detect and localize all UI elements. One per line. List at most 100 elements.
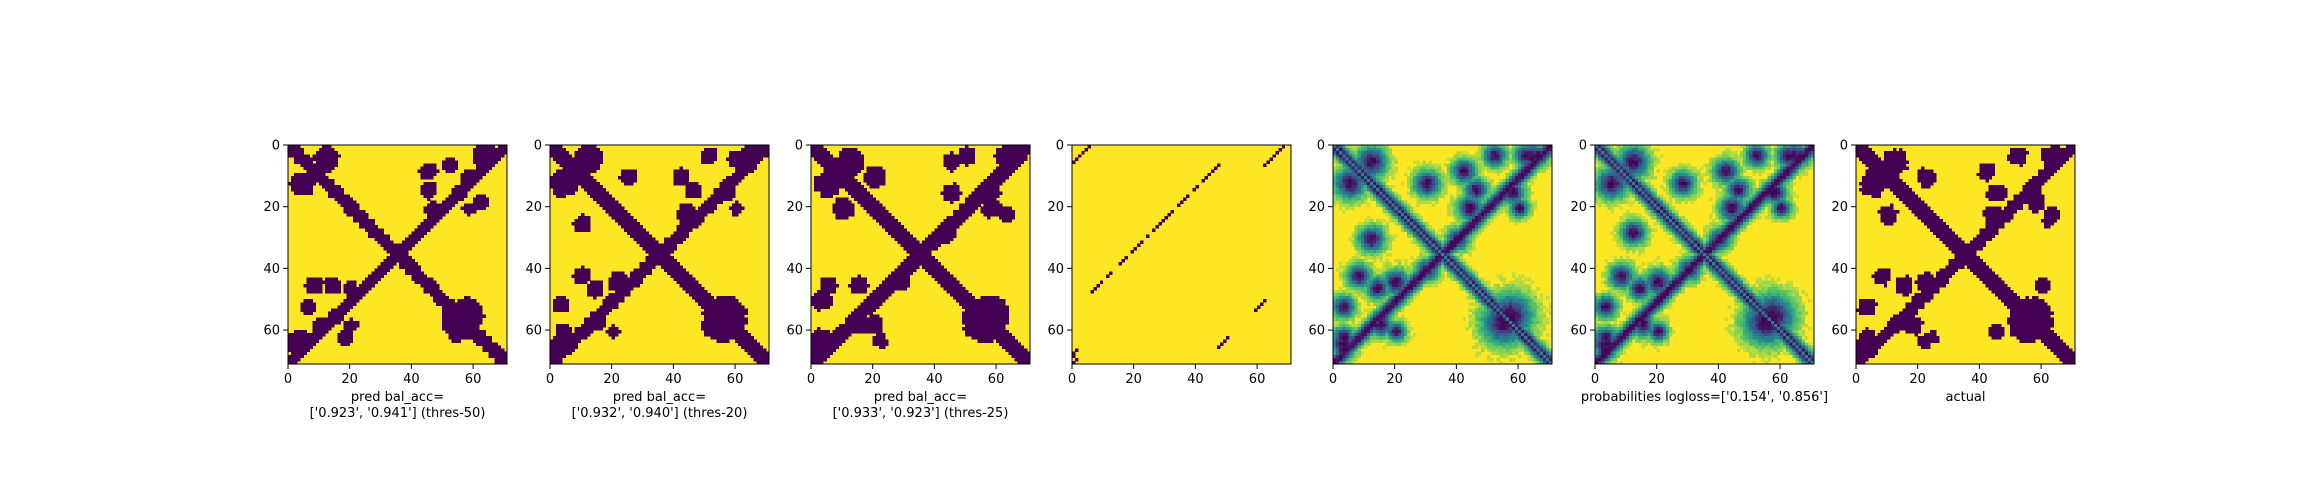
heatmap-cell <box>624 169 628 174</box>
heatmap-cell <box>888 280 892 285</box>
heatmap-cell <box>838 185 843 189</box>
heatmap-cell <box>750 160 754 164</box>
heatmap-cell <box>738 151 742 155</box>
panel-caption: ['0.923', '0.941'] (thres-50) <box>310 406 486 421</box>
heatmap-cell <box>946 228 951 232</box>
heatmap-cell <box>325 289 329 294</box>
heatmap-cell <box>940 222 945 226</box>
heatmap-cell <box>989 197 994 201</box>
heatmap-cell <box>814 345 818 349</box>
heatmap-cell <box>817 345 821 349</box>
heatmap-cell <box>309 308 314 312</box>
heatmap-cell <box>479 311 483 316</box>
heatmap-cell <box>1008 219 1012 223</box>
heatmap-cell <box>866 209 870 214</box>
heatmap-cell <box>685 191 690 195</box>
heatmap-cell <box>630 231 634 235</box>
heatmap-cell <box>1014 351 1019 356</box>
heatmap-cell <box>685 206 690 211</box>
heatmap-cell <box>872 314 877 319</box>
heatmap-cell <box>429 215 434 220</box>
heatmap-cell <box>639 225 643 229</box>
heatmap-cell <box>731 311 736 316</box>
heatmap-cell <box>420 166 425 171</box>
x-tick-label: 0 <box>1068 372 1076 387</box>
heatmap-cell <box>863 178 867 183</box>
heatmap-cell <box>583 219 588 223</box>
heatmap-cell <box>583 182 588 186</box>
heatmap-cell <box>713 323 717 328</box>
heatmap-cell <box>897 234 901 238</box>
heatmap-cell <box>294 354 298 359</box>
heatmap-cell <box>325 320 329 325</box>
heatmap-cell <box>844 336 849 340</box>
heatmap-cell <box>820 151 824 155</box>
heatmap-cell <box>959 299 963 303</box>
heatmap-cell <box>918 256 923 260</box>
heatmap-cell <box>814 339 818 343</box>
heatmap-cell <box>639 262 643 266</box>
heatmap-cell <box>565 172 569 177</box>
heatmap-cell <box>860 166 864 171</box>
heatmap-cell <box>971 336 975 340</box>
heatmap-cell <box>442 305 446 309</box>
heatmap-cell <box>688 280 693 285</box>
heatmap-cell <box>848 323 852 328</box>
heatmap-cell <box>590 145 594 149</box>
heatmap-cell <box>1020 145 1025 149</box>
heatmap-cell <box>630 271 634 275</box>
heatmap-cell <box>1014 357 1019 362</box>
heatmap-cell <box>851 172 855 177</box>
heatmap-cell <box>460 323 465 328</box>
heatmap-cell <box>614 209 619 214</box>
heatmap-cell <box>1017 154 1022 158</box>
heatmap-cell <box>380 243 385 248</box>
heatmap-cell <box>701 299 705 303</box>
heatmap-cell <box>1072 351 1076 356</box>
heatmap-cell <box>992 169 997 174</box>
heatmap-cell <box>611 305 616 309</box>
heatmap-cell <box>580 330 585 334</box>
heatmap-cell <box>826 302 830 306</box>
heatmap-cell <box>955 157 960 161</box>
heatmap-cell <box>881 345 886 349</box>
heatmap-cell <box>439 203 443 208</box>
heatmap-cell <box>738 314 742 319</box>
heatmap-cell <box>713 203 717 208</box>
heatmap-cell <box>823 351 827 356</box>
heatmap-cell <box>983 314 988 319</box>
heatmap-cell <box>571 182 576 186</box>
heatmap-cell <box>445 317 449 322</box>
heatmap-cell <box>479 314 483 319</box>
heatmap-cell <box>875 302 880 306</box>
heatmap-cell <box>1026 354 1031 359</box>
heatmap-cell <box>854 283 858 288</box>
heatmap-cell <box>989 178 994 183</box>
heatmap-cell <box>710 305 714 309</box>
heatmap-cell <box>355 289 360 294</box>
heatmap-cell <box>704 148 708 152</box>
heatmap-cell <box>999 182 1003 186</box>
heatmap-cell <box>891 219 895 223</box>
heatmap-cell <box>1536 154 1541 158</box>
heatmap-cell <box>826 336 830 340</box>
heatmap-cell <box>399 256 403 260</box>
heatmap-cell <box>565 323 569 328</box>
heatmap-cell <box>476 330 480 334</box>
heatmap-cell <box>1533 157 1537 161</box>
heatmap-cell <box>728 157 733 161</box>
heatmap-cell <box>1002 339 1006 343</box>
heatmap-cell <box>602 302 606 306</box>
heatmap-cell <box>1366 163 1371 167</box>
heatmap-cell <box>423 222 428 226</box>
heatmap-cell <box>617 209 622 214</box>
heatmap-cell <box>556 145 560 149</box>
heatmap-cell <box>395 249 400 254</box>
heatmap-cell <box>1213 166 1218 171</box>
heatmap-cell <box>965 145 969 149</box>
heatmap-cell <box>417 234 422 238</box>
heatmap-cell <box>593 191 597 195</box>
heatmap-cell <box>454 314 459 319</box>
heatmap-cell <box>556 154 560 158</box>
heatmap-cell <box>340 200 344 204</box>
